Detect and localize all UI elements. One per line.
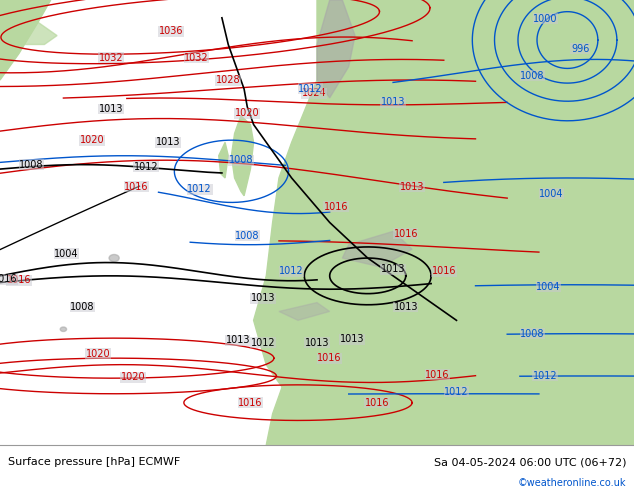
Text: 1013: 1013 [99,104,123,114]
Polygon shape [317,0,355,98]
Text: 1013: 1013 [340,335,364,344]
Text: 1016: 1016 [0,274,17,284]
Text: 1013: 1013 [394,302,418,312]
Text: 1008: 1008 [521,329,545,339]
Text: 1016: 1016 [324,202,348,212]
Polygon shape [0,0,51,80]
Text: 1020: 1020 [235,108,259,119]
Text: 1028: 1028 [216,75,240,85]
Polygon shape [342,231,412,267]
Polygon shape [19,22,57,45]
Text: 1032: 1032 [184,53,209,63]
Text: 1008: 1008 [70,302,94,312]
Circle shape [60,327,67,331]
Text: ©weatheronline.co.uk: ©weatheronline.co.uk [518,478,626,488]
Text: 1013: 1013 [305,338,329,347]
Text: 1012: 1012 [188,184,212,194]
Text: 1020: 1020 [86,349,110,359]
Polygon shape [231,116,254,196]
Text: Sa 04-05-2024 06:00 UTC (06+72): Sa 04-05-2024 06:00 UTC (06+72) [434,457,626,467]
Text: 1013: 1013 [251,293,275,303]
Text: 1008: 1008 [20,160,44,170]
Text: 1008: 1008 [235,231,259,241]
Text: 1024: 1024 [302,88,326,98]
Polygon shape [279,302,330,320]
Text: 996: 996 [571,44,589,54]
Text: 1004: 1004 [55,248,79,259]
Circle shape [109,254,119,262]
Text: 1020: 1020 [80,135,104,145]
Text: 1013: 1013 [400,182,424,192]
Text: 1032: 1032 [99,53,123,63]
Text: 1016: 1016 [238,398,262,408]
Text: 1012: 1012 [251,338,275,347]
Polygon shape [254,0,634,445]
Text: 1016: 1016 [318,353,342,363]
Text: 1012: 1012 [533,371,557,381]
Text: 1036: 1036 [159,26,183,36]
Text: 1016: 1016 [7,275,31,285]
Text: 1004: 1004 [540,189,564,198]
Text: 1012: 1012 [444,387,469,396]
Text: 1016: 1016 [124,182,148,192]
Text: Surface pressure [hPa] ECMWF: Surface pressure [hPa] ECMWF [8,457,180,467]
Text: 1012: 1012 [299,84,323,94]
Text: 1016: 1016 [425,369,450,380]
Text: 1012: 1012 [280,267,304,276]
Text: 1016: 1016 [365,398,389,408]
Text: 1008: 1008 [521,71,545,81]
Text: 1004: 1004 [536,282,560,292]
Text: 1016: 1016 [432,267,456,276]
Text: 1013: 1013 [381,264,405,274]
Text: 1000: 1000 [533,14,557,24]
Text: 1020: 1020 [121,372,145,382]
Text: 1008: 1008 [229,155,253,165]
Polygon shape [219,143,228,178]
Polygon shape [266,312,444,445]
Text: 1013: 1013 [156,137,180,147]
Text: 1016: 1016 [394,228,418,239]
Text: 1013: 1013 [226,335,250,345]
Text: 1013: 1013 [381,98,405,107]
Text: 1012: 1012 [134,162,158,172]
